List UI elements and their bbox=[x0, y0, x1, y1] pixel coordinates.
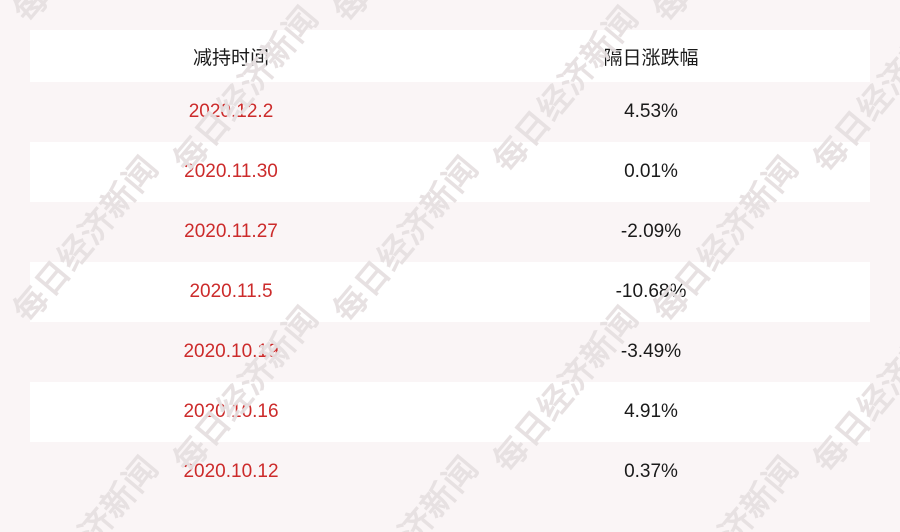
cell-date: 2020.11.30 bbox=[184, 161, 278, 182]
watermark-label: 每日经济新闻 bbox=[320, 0, 488, 31]
column-header-change: 隔日涨跌幅 bbox=[603, 47, 699, 69]
cell-change: -2.09% bbox=[620, 221, 682, 242]
cell-date: 2020.10.19 bbox=[183, 341, 279, 362]
table-row: 2020.10.12 0.37% bbox=[30, 442, 870, 502]
watermark-label: 每日经济新闻 bbox=[640, 0, 808, 31]
reduction-schedule-table: 减持时间 隔日涨跌幅 2020.12.2 4.53% 2020.11.30 0.… bbox=[30, 30, 870, 502]
cell-date: 2020.12.2 bbox=[188, 101, 274, 122]
cell-date: 2020.11.27 bbox=[184, 221, 278, 242]
table-row: 2020.10.19 -3.49% bbox=[30, 322, 870, 382]
cell-change: 4.91% bbox=[624, 401, 678, 422]
watermark-label: 每日经济新闻 bbox=[0, 0, 168, 31]
watermark-label: 每日经济新闻 bbox=[0, 298, 7, 480]
cell-date: 2020.11.5 bbox=[189, 281, 273, 302]
page-bottom-filler bbox=[0, 502, 900, 532]
cell-date: 2020.10.16 bbox=[183, 401, 279, 422]
column-header-date: 减持时间 bbox=[192, 47, 269, 69]
table-row: 2020.11.5 -10.68% bbox=[30, 262, 870, 322]
cell-change: -10.68% bbox=[615, 281, 687, 302]
table-row: 2020.11.30 0.01% bbox=[30, 142, 870, 202]
cell-change: -3.49% bbox=[620, 341, 682, 362]
table-row: 2020.12.2 4.53% bbox=[30, 82, 870, 142]
cell-change: 0.37% bbox=[624, 461, 678, 482]
table-header-row: 减持时间 隔日涨跌幅 bbox=[30, 30, 870, 82]
table-row: 2020.11.27 -2.09% bbox=[30, 202, 870, 262]
cell-change: 0.01% bbox=[624, 161, 678, 182]
watermark-label: 每日经济新闻 bbox=[0, 0, 7, 180]
cell-date: 2020.10.12 bbox=[183, 461, 279, 482]
cell-change: 4.53% bbox=[624, 101, 678, 122]
table-row: 2020.10.16 4.91% bbox=[30, 382, 870, 442]
